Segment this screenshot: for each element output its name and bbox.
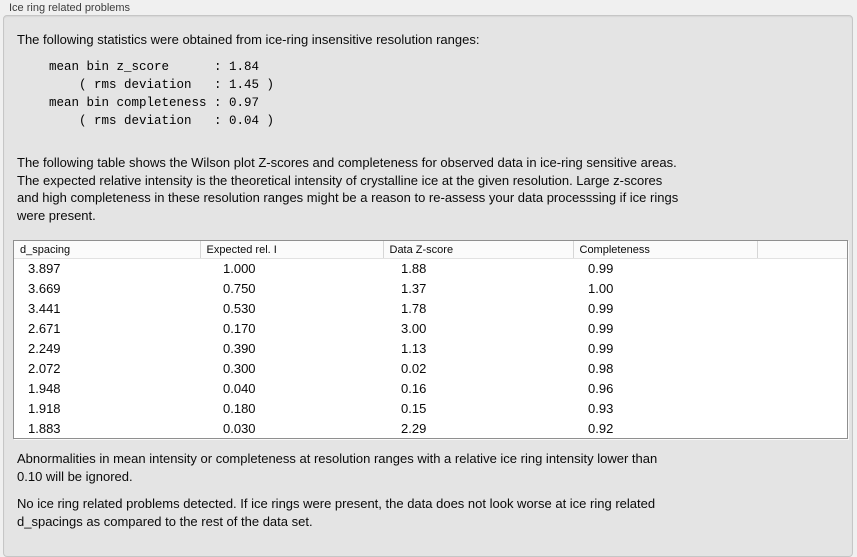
table-description-text: The following table shows the Wilson plo… — [17, 155, 679, 223]
ice-ring-group-box: The following statistics were obtained f… — [3, 15, 853, 557]
table-cell — [757, 259, 847, 279]
table-row[interactable]: 2.671 0.170 3.00 0.99 — [14, 319, 847, 339]
column-header-data-z-score[interactable]: Data Z-score — [383, 241, 574, 259]
table-cell — [757, 339, 847, 359]
table-row[interactable]: 3.897 1.000 1.88 0.99 — [14, 259, 847, 279]
table-cell: 0.96 — [588, 380, 614, 396]
group-box-title: Ice ring related problems — [9, 2, 131, 14]
table-cell: 1.883 — [28, 420, 61, 436]
table-cell: 0.15 — [401, 400, 427, 416]
table-cell: 1.918 — [28, 400, 61, 416]
table-cell: 3.00 — [401, 321, 427, 337]
table-row[interactable]: 1.918 0.180 0.15 0.93 — [14, 398, 847, 418]
table-row[interactable]: 2.249 0.390 1.13 0.99 — [14, 339, 847, 359]
table-cell: 1.948 — [28, 380, 61, 396]
conclusion-text: No ice ring related problems detected. I… — [17, 496, 656, 529]
bin-statistics-block: mean bin z_score : 1.84 ( rms deviation … — [49, 60, 275, 128]
table-cell: 1.00 — [588, 281, 614, 297]
table-cell: 1.88 — [401, 261, 427, 277]
table-cell: 0.99 — [588, 301, 614, 317]
table-cell: 0.040 — [223, 380, 256, 396]
table-cell: 0.92 — [588, 420, 614, 436]
table-row[interactable]: 3.441 0.530 1.78 0.99 — [14, 299, 847, 319]
table-cell: 1.78 — [401, 301, 427, 317]
ice-ring-panel: { "panel_title": "Ice ring related probl… — [3, 2, 853, 557]
table-cell: 0.99 — [588, 341, 614, 356]
table-cell: 0.530 — [223, 301, 256, 317]
table-cell: 0.300 — [223, 360, 256, 376]
ice-ring-table: d_spacing Expected rel. I Data Z-score C… — [13, 240, 848, 440]
table-cell: 3.897 — [28, 261, 61, 277]
table-cell: 0.99 — [588, 261, 614, 277]
column-header-d-spacing[interactable]: d_spacing — [14, 241, 201, 259]
table-cell: 0.750 — [223, 281, 256, 297]
table-cell: 0.390 — [223, 341, 256, 356]
table-cell: 3.669 — [28, 281, 61, 297]
statistics-intro-text: The following statistics were obtained f… — [17, 32, 480, 47]
table-row[interactable]: 1.948 0.040 0.16 0.96 — [14, 378, 847, 398]
table-cell: 1.000 — [223, 261, 256, 277]
table-row[interactable]: 2.072 0.300 0.02 0.98 — [14, 358, 847, 378]
table-cell: 0.170 — [223, 321, 256, 337]
table-cell — [757, 319, 847, 339]
table-cell — [757, 279, 847, 299]
table-cell: 2.072 — [28, 360, 61, 376]
table-cell: 0.030 — [223, 420, 256, 436]
ice-ring-table-body: 3.897 1.000 1.88 0.99 3.669 0.750 1.37 1.00 3.44… — [14, 259, 847, 439]
column-header-empty — [757, 241, 847, 259]
table-row[interactable]: 1.883 0.030 2.29 0.92 — [14, 418, 847, 438]
table-cell — [757, 418, 847, 438]
table-cell: 2.249 — [28, 341, 61, 356]
table-cell — [757, 299, 847, 319]
table-cell: 0.98 — [588, 360, 614, 376]
table-cell: 0.180 — [223, 400, 256, 416]
table-cell: 0.93 — [588, 400, 614, 416]
table-header-row: d_spacing Expected rel. I Data Z-score C… — [14, 241, 847, 259]
table-cell: 1.37 — [401, 281, 427, 297]
table-cell: 0.02 — [401, 360, 427, 376]
ignore-threshold-note: Abnormalities in mean intensity or compl… — [17, 451, 658, 484]
column-header-completeness[interactable]: Completeness — [573, 241, 758, 259]
table-cell: 0.16 — [401, 380, 427, 396]
table-cell: 3.441 — [28, 301, 61, 317]
table-cell — [757, 358, 847, 378]
table-cell — [757, 398, 847, 418]
table-cell: 1.13 — [401, 341, 427, 356]
table-cell: 2.671 — [28, 321, 61, 337]
table-cell: 0.99 — [588, 321, 614, 337]
table-row[interactable]: 3.669 0.750 1.37 1.00 — [14, 279, 847, 299]
column-header-expected-rel-i[interactable]: Expected rel. I — [200, 241, 384, 259]
table-cell: 2.29 — [401, 420, 427, 436]
table-cell — [757, 378, 847, 398]
